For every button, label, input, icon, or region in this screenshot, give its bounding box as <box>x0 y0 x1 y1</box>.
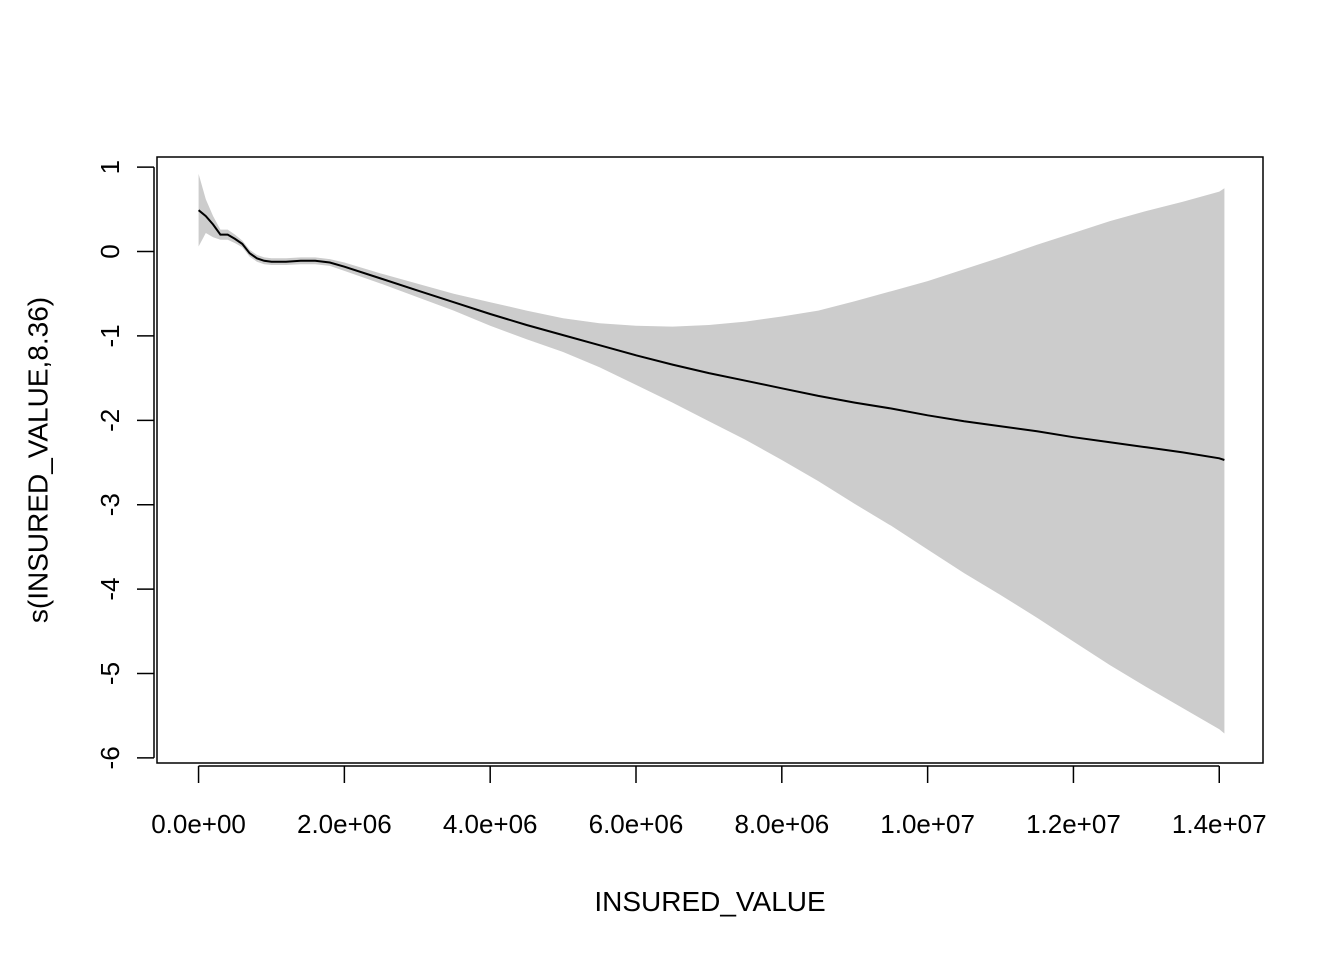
y-tick-label: -3 <box>95 493 125 516</box>
y-tick-label: 1 <box>95 160 125 174</box>
x-axis-title: INSURED_VALUE <box>594 886 825 917</box>
y-tick-label: -4 <box>95 578 125 601</box>
labels: INSURED_VALUE s(INSURED_VALUE,8.36) 0.0e… <box>23 160 1267 917</box>
smooth-line-layer <box>197 209 1225 461</box>
x-tick-label: 1.0e+07 <box>880 809 975 839</box>
y-tick-label: -5 <box>95 662 125 685</box>
x-tick-label: 1.2e+07 <box>1026 809 1121 839</box>
confidence-band-layer <box>198 173 1225 734</box>
smooth-line <box>197 209 1225 461</box>
confidence-band <box>198 173 1225 734</box>
x-tick-label: 4.0e+06 <box>443 809 538 839</box>
x-tick-label: 6.0e+06 <box>589 809 684 839</box>
x-tick-label: 1.4e+07 <box>1172 809 1267 839</box>
x-tick-label: 0.0e+00 <box>151 809 246 839</box>
axes <box>137 156 1264 783</box>
y-axis-title: s(INSURED_VALUE,8.36) <box>23 297 54 623</box>
y-tick-label: -1 <box>95 324 125 347</box>
y-tick-label: -2 <box>95 409 125 432</box>
x-tick-label: 8.0e+06 <box>734 809 829 839</box>
y-tick-label: 0 <box>95 244 125 258</box>
y-tick-label: -6 <box>95 746 125 769</box>
plot-frame <box>156 156 1264 764</box>
x-tick-label: 2.0e+06 <box>297 809 392 839</box>
